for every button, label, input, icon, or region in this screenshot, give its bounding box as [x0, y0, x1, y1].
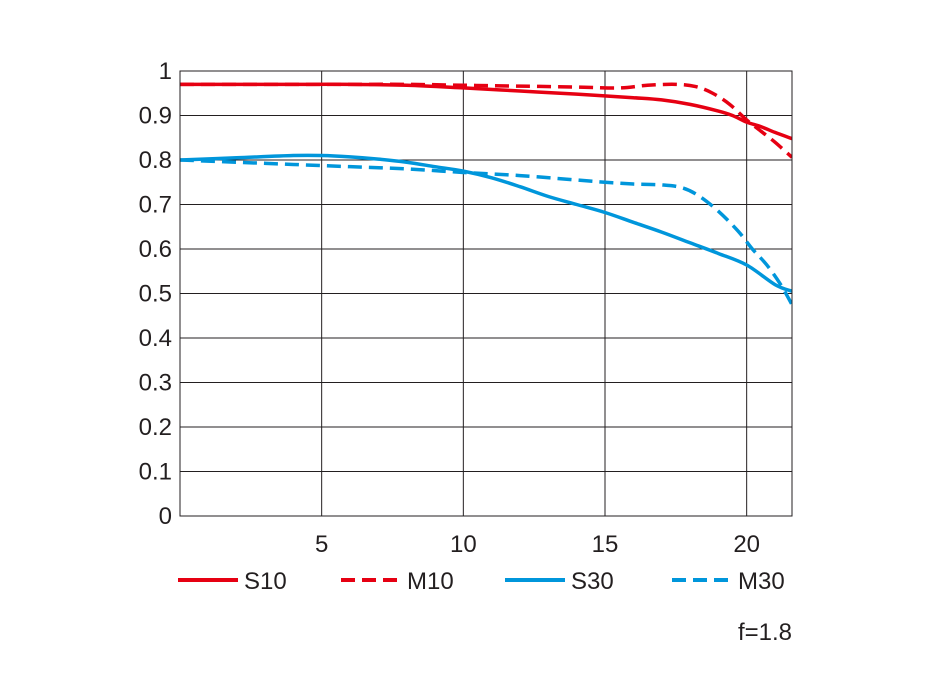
series-group: [180, 82, 792, 306]
y-tick-label: 0.6: [139, 236, 172, 263]
legend-label-s30: S30: [571, 568, 614, 595]
y-tick-label: 0: [159, 503, 172, 530]
y-tick-label: 0.1: [139, 459, 172, 486]
y-tick-label: 0.3: [139, 370, 172, 397]
legend-label-m10: M10: [407, 568, 454, 595]
chart-legend: S10 M10 S30 M30: [178, 568, 785, 595]
chart-series: [180, 82, 792, 306]
y-tick-labels: 0 0.1 0.2 0.3 0.4 0.5 0.6 0.7 0.8 0.9 1: [139, 58, 172, 530]
y-tick-label: 1: [159, 58, 172, 85]
plot-frame: [179, 70, 793, 517]
y-tick-label: 0.9: [139, 103, 172, 130]
series-line-s30: [180, 153, 792, 293]
series-line-m10: [180, 82, 792, 159]
aperture-annotation: f=1.8: [738, 619, 792, 646]
legend-label-m30: M30: [738, 568, 785, 595]
legend-label-s10: S10: [244, 568, 287, 595]
x-tick-label: 20: [733, 531, 760, 558]
chart-grid: [180, 71, 792, 516]
x-tick-label: 10: [450, 531, 477, 558]
series-line-m30: [180, 158, 792, 306]
x-tick-label: 15: [592, 531, 619, 558]
y-tick-label: 0.4: [139, 325, 172, 352]
y-tick-label: 0.8: [139, 147, 172, 174]
y-tick-label: 0.2: [139, 414, 172, 441]
y-tick-label: 0.5: [139, 281, 172, 308]
x-tick-label: 5: [315, 531, 328, 558]
series-line-s10: [180, 82, 792, 141]
x-tick-labels: 5 10 15 20: [315, 531, 760, 558]
y-tick-label: 0.7: [139, 192, 172, 219]
